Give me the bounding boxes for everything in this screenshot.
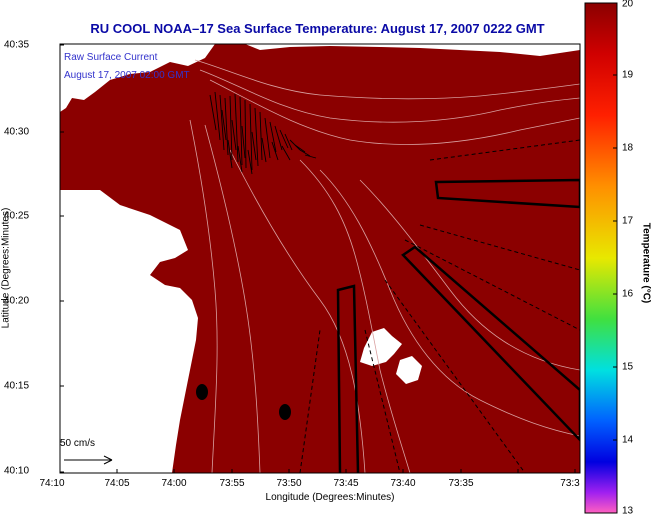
scale-label: 50 cm/s (60, 438, 96, 449)
current-vectors (209, 91, 317, 175)
radar-site-marker (279, 404, 291, 420)
overlay-current-timestamp: August 17, 2007 02:00 GMT (64, 70, 190, 81)
colorbar-tick-label: 14 (622, 434, 634, 446)
y-axis-title: Latitude (Degrees:Minutes) (0, 207, 12, 329)
scale-arrow (64, 455, 113, 465)
y-tick-label: 40:15 (4, 380, 30, 392)
x-tick-label: 74:05 (104, 478, 130, 489)
axis-ticks (59, 44, 576, 473)
x-tick-label: 73:50 (276, 478, 302, 489)
colorbar-tick-label: 13 (622, 505, 634, 517)
colorbar-tick-label: 16 (622, 288, 634, 300)
y-tick-label: 40:35 (4, 39, 30, 51)
colorbar-title: Temperature (°C) (640, 222, 651, 304)
colorbar (585, 3, 617, 513)
overlay-current-label: Raw Surface Current (64, 52, 158, 63)
radar-sectors (299, 139, 580, 473)
map-frame (59, 43, 581, 474)
colorbar-tick-label: 17 (622, 215, 634, 227)
colorbar-frame (584, 2, 618, 514)
x-tick-label: 73:45 (333, 478, 359, 489)
map-title: RU COOL NOAA–17 Sea Surface Temperature:… (90, 21, 545, 36)
y-tick-label: 40:25 (4, 210, 30, 222)
x-tick-label: 73:40 (390, 478, 416, 489)
colorbar-tick-label: 18 (622, 142, 634, 154)
radar-site-marker (196, 384, 208, 400)
land-area (60, 44, 215, 473)
y-tick-label: 40:20 (4, 295, 30, 307)
colorbar-tick-label: 19 (622, 69, 634, 81)
x-tick-label: 73:55 (219, 478, 245, 489)
y-tick-label: 40:10 (4, 465, 30, 477)
x-axis-title: Longitude (Degrees:Minutes) (265, 492, 395, 503)
cloud-patch (360, 328, 422, 384)
isobath-contours (189, 59, 580, 473)
colorbar-tick-label: 20 (622, 0, 634, 10)
x-tick-label: 74:00 (161, 478, 187, 489)
x-tick-label: 74:10 (39, 478, 65, 489)
x-tick-label: 73:3 (560, 478, 580, 489)
colorbar-ticks (613, 74, 617, 441)
x-tick-label: 73:35 (448, 478, 474, 489)
colorbar-tick-label: 15 (622, 361, 634, 373)
y-tick-label: 40:30 (4, 126, 30, 138)
